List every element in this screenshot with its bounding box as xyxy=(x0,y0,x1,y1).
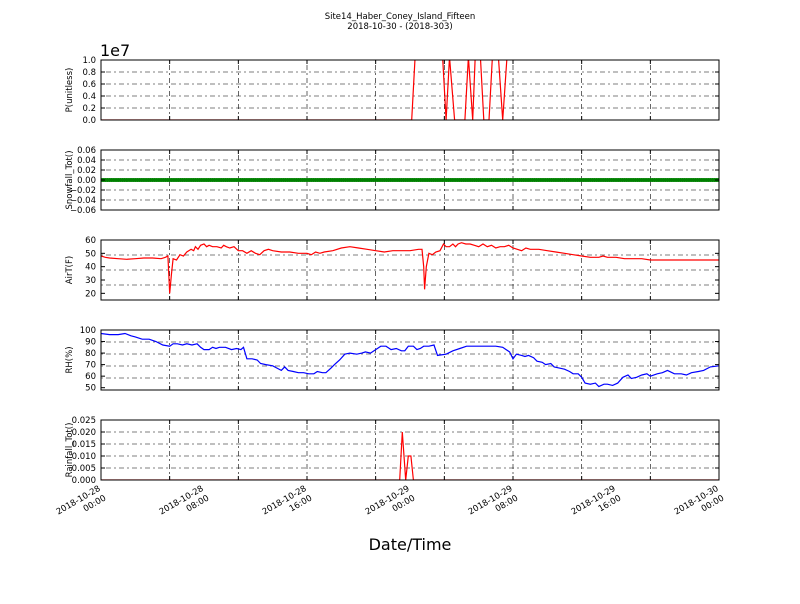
y-tick-label: 0.015 xyxy=(72,440,96,450)
panel-2: 0.060.040.020.00−0.02−0.04−0.06Snowfall_… xyxy=(65,146,720,216)
y-tick-label: 0.005 xyxy=(72,464,96,474)
y-tick-label: 90 xyxy=(85,338,96,348)
y-axis-label: P(unitless) xyxy=(65,68,75,113)
y-tick-label: 60 xyxy=(85,372,96,382)
y-axis-label: RH(%) xyxy=(65,346,75,373)
y-tick-label: 0.02 xyxy=(77,166,96,176)
y-tick-label: 0.00 xyxy=(77,176,96,186)
y-tick-label: 0.010 xyxy=(72,452,96,462)
y-axis-label: AirT(F) xyxy=(65,256,75,284)
y-tick-label: 0.020 xyxy=(72,428,96,438)
y-tick-label: 0.025 xyxy=(72,416,96,426)
y-tick-label: 60 xyxy=(85,236,96,246)
figure-subtitle: 2018-10-30 - (2018-303) xyxy=(347,22,452,32)
plot-frame xyxy=(100,329,720,391)
panel-1: 0.0 0.2 0.4 0.6 0.8 1.0 P(unitless) xyxy=(65,56,720,126)
plot-frame xyxy=(100,419,720,481)
y-tick-label: 70 xyxy=(85,361,96,371)
y-tick-label: −0.04 xyxy=(70,196,96,206)
y-tick-label: 0.4 xyxy=(82,92,96,102)
panel-3: 60 50 40 30 20 AirT(F) xyxy=(65,236,720,301)
x-axis-label: Date/Time xyxy=(369,535,452,554)
plot-frame xyxy=(100,239,720,301)
y-tick-label: 30 xyxy=(85,276,96,286)
y-tick-label: 0.8 xyxy=(82,68,96,78)
series-line xyxy=(101,242,719,294)
y-tick-label: 80 xyxy=(85,349,96,359)
series-line xyxy=(101,332,719,388)
y-axis-label: Snowfall_Tot() xyxy=(65,150,75,209)
y-tick-label: 1.0 xyxy=(82,56,96,66)
panel-1-offset-label: 1e7 xyxy=(100,41,130,60)
y-tick-label: 0.0 xyxy=(82,116,96,126)
y-axis-label: Rainfall_Tot() xyxy=(65,423,75,478)
y-tick-label: −0.06 xyxy=(70,206,96,216)
y-tick-label: 0.000 xyxy=(72,476,96,486)
y-tick-label: 0.2 xyxy=(82,104,96,114)
series-line xyxy=(101,431,719,480)
figure-title: Site14_Haber_Coney_Island_Fifteen xyxy=(325,12,476,22)
y-tick-label: 40 xyxy=(85,263,96,273)
y-tick-label: 20 xyxy=(85,289,96,299)
y-tick-label: 50 xyxy=(85,384,96,394)
y-tick-label: 0.6 xyxy=(82,80,96,90)
panel-5: 0.025 0.020 0.015 0.010 0.005 0.000Rainfall_T… xyxy=(65,416,720,486)
snowfall-series xyxy=(101,178,719,182)
y-tick-label: −0.02 xyxy=(70,186,96,196)
y-tick-label: 0.06 xyxy=(77,146,96,156)
y-tick-label: 50 xyxy=(85,249,96,259)
y-tick-label: 100 xyxy=(80,326,96,336)
y-tick-label: 0.04 xyxy=(77,156,96,166)
plot-frame xyxy=(100,59,720,121)
